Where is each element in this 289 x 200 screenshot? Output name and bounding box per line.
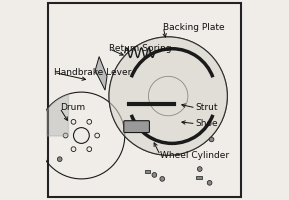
- FancyBboxPatch shape: [124, 121, 149, 133]
- Circle shape: [207, 180, 212, 185]
- Text: Return Spring: Return Spring: [109, 44, 171, 53]
- Circle shape: [152, 173, 157, 177]
- Circle shape: [209, 137, 214, 142]
- FancyBboxPatch shape: [144, 170, 150, 173]
- Text: Backing Plate: Backing Plate: [163, 23, 225, 32]
- Circle shape: [57, 157, 62, 162]
- Text: Wheel Cylinder: Wheel Cylinder: [160, 151, 229, 160]
- FancyBboxPatch shape: [196, 176, 202, 179]
- Polygon shape: [95, 57, 107, 90]
- Text: Handbrake Lever: Handbrake Lever: [54, 68, 131, 77]
- Circle shape: [109, 37, 227, 155]
- Circle shape: [160, 177, 165, 181]
- Text: Drum: Drum: [60, 103, 85, 112]
- Text: Strut: Strut: [196, 103, 218, 112]
- Circle shape: [197, 167, 202, 171]
- Text: Shoe: Shoe: [196, 119, 218, 128]
